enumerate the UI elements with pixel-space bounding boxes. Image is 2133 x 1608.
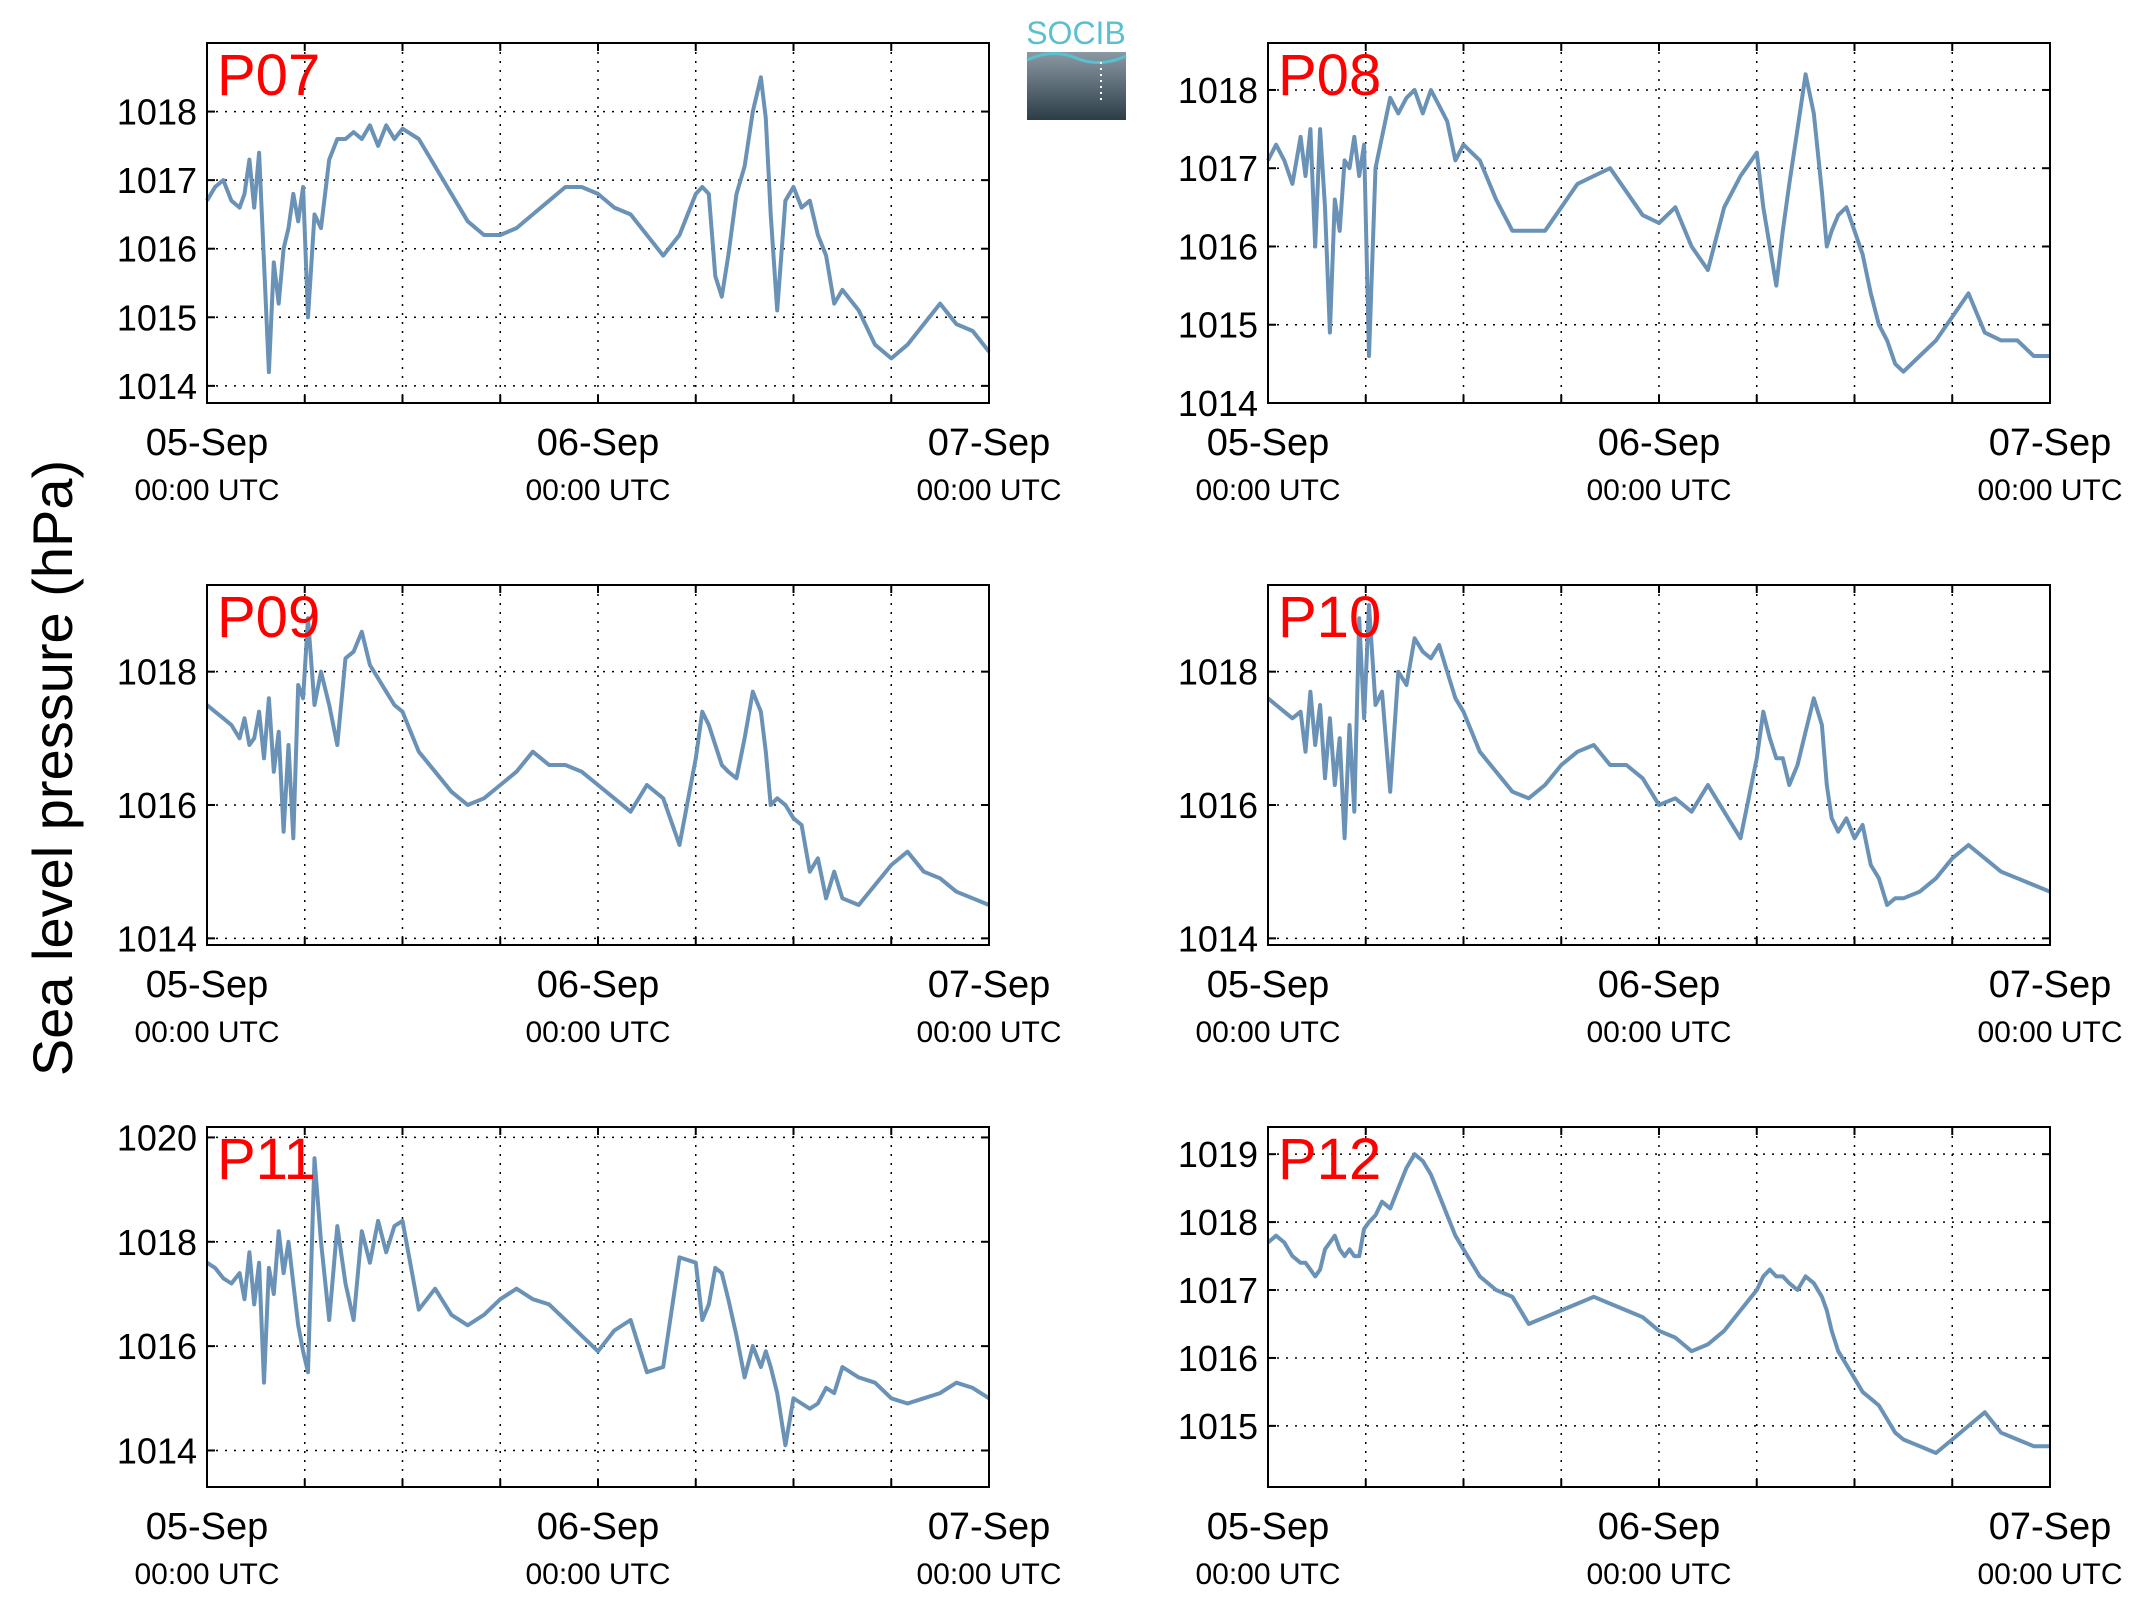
y-tick-label: 1014 — [117, 1430, 197, 1471]
x-tick-label-time: 00:00 UTC — [1195, 1558, 1340, 1591]
x-tick-label-time: 00:00 UTC — [1977, 474, 2122, 507]
axes-frame — [1267, 584, 2051, 946]
x-tick-label-date: 06-Sep — [1598, 964, 1721, 1006]
y-tick-label: 1015 — [1178, 305, 1258, 346]
series-line-p07 — [205, 75, 991, 375]
x-tick-label-date: 06-Sep — [1598, 1506, 1721, 1548]
x-tick-label-date: 07-Sep — [1989, 422, 2112, 464]
x-tick-label-date: 07-Sep — [1989, 964, 2112, 1006]
panel-p11: 1014 1016 1018 1020 05-Sep 00:00 UTC 06-Sep 00:… — [117, 1117, 1062, 1591]
y-tick-label: 1018 — [117, 652, 197, 693]
axes-frame — [1267, 1126, 2051, 1488]
series-line-p09 — [205, 616, 990, 907]
station-label: P11 — [217, 1127, 316, 1192]
x-tick-label-time: 00:00 UTC — [134, 1016, 279, 1049]
series-line-p08 — [1266, 72, 2050, 374]
x-tick-label-time: 00:00 UTC — [1586, 474, 1731, 507]
y-tick-label: 1015 — [117, 297, 197, 338]
x-tick-label-date: 05-Sep — [146, 1506, 269, 1548]
y-tick-label: 1017 — [117, 160, 197, 201]
x-tick-label-date: 07-Sep — [928, 1506, 1051, 1548]
panel-p12: 1015 1016 1017 1018 1019 05-Sep 00:00 UTC 06-Se… — [1178, 1126, 2123, 1591]
y-tick-label: 1018 — [117, 1222, 197, 1263]
axes-frame — [206, 42, 990, 404]
y-tick-label: 1014 — [1178, 383, 1258, 424]
station-label: P10 — [1278, 585, 1381, 650]
y-tick-label: 1018 — [1178, 652, 1258, 693]
x-tick-label-time: 00:00 UTC — [525, 474, 670, 507]
y-axis-label: Sea level pressure (hPa) — [21, 460, 84, 1076]
x-tick-label-time: 00:00 UTC — [134, 474, 279, 507]
y-tick-label: 1016 — [117, 1326, 197, 1367]
x-tick-label-time: 00:00 UTC — [916, 1558, 1061, 1591]
axes-frame — [1267, 42, 2051, 404]
x-tick-label-date: 07-Sep — [1989, 1506, 2112, 1548]
x-tick-label-date: 05-Sep — [1207, 964, 1330, 1006]
x-tick-label-date: 05-Sep — [1207, 422, 1330, 464]
series-line-p11 — [205, 1156, 991, 1448]
logo-text: SOCIB — [1026, 15, 1126, 51]
x-tick-label-date: 07-Sep — [928, 422, 1051, 464]
x-tick-label-date: 05-Sep — [146, 964, 269, 1006]
panels: 1014 1015 1016 1017 1018 05-Sep 00:00 UTC 06-Se… — [117, 42, 2123, 1591]
logo-wave — [1026, 52, 1127, 64]
station-label: P12 — [1278, 1127, 1381, 1192]
x-tick-label-date: 05-Sep — [146, 422, 269, 464]
station-label: P07 — [217, 43, 320, 108]
station-label: P09 — [217, 585, 320, 650]
x-tick-label-time: 00:00 UTC — [1195, 1016, 1340, 1049]
y-tick-label: 1014 — [1178, 918, 1258, 959]
panel-p09: 1014 1016 1018 05-Sep 00:00 UTC 06-Sep 00:00 U… — [117, 584, 1062, 1049]
x-tick-label-date: 06-Sep — [537, 964, 660, 1006]
y-tick-label: 1017 — [1178, 148, 1258, 189]
x-tick-label-time: 00:00 UTC — [1195, 474, 1340, 507]
y-tick-label: 1014 — [117, 366, 197, 407]
station-label: P08 — [1278, 43, 1381, 108]
x-tick-label-time: 00:00 UTC — [1977, 1558, 2122, 1591]
series-line-p12 — [1266, 1152, 2050, 1455]
x-tick-label-time: 00:00 UTC — [916, 1016, 1061, 1049]
y-tick-label: 1018 — [1178, 70, 1258, 111]
y-tick-label: 1014 — [117, 918, 197, 959]
x-tick-label-time: 00:00 UTC — [525, 1016, 670, 1049]
axes-frame — [206, 584, 990, 946]
x-tick-label-time: 00:00 UTC — [525, 1558, 670, 1591]
x-tick-label-date: 06-Sep — [537, 422, 660, 464]
y-tick-label: 1017 — [1178, 1270, 1258, 1311]
y-tick-label: 1016 — [1178, 1338, 1258, 1379]
x-tick-label-date: 05-Sep — [1207, 1506, 1330, 1548]
x-tick-label-time: 00:00 UTC — [1586, 1016, 1731, 1049]
y-tick-label: 1018 — [117, 92, 197, 133]
y-tick-label: 1016 — [1178, 226, 1258, 267]
x-tick-label-date: 07-Sep — [928, 964, 1051, 1006]
y-tick-label: 1019 — [1178, 1134, 1258, 1175]
x-tick-label-time: 00:00 UTC — [916, 474, 1061, 507]
socib-logo: SOCIB — [1026, 15, 1127, 120]
panel-p07: 1014 1015 1016 1017 1018 05-Sep 00:00 UTC 06-Se… — [117, 42, 1062, 507]
x-tick-label-date: 06-Sep — [1598, 422, 1721, 464]
x-tick-label-time: 00:00 UTC — [134, 1558, 279, 1591]
y-tick-label: 1020 — [117, 1117, 197, 1158]
y-tick-label: 1015 — [1178, 1406, 1258, 1447]
logo-box — [1027, 52, 1126, 120]
x-tick-label-date: 06-Sep — [537, 1506, 660, 1548]
axes-frame — [206, 1126, 990, 1488]
x-tick-label-time: 00:00 UTC — [1586, 1558, 1731, 1591]
y-tick-label: 1016 — [1178, 785, 1258, 826]
x-tick-label-time: 00:00 UTC — [1977, 1016, 2122, 1049]
y-tick-label: 1018 — [1178, 1202, 1258, 1243]
panel-p10: 1014 1016 1018 05-Sep 00:00 UTC 06-Sep 00:00 U… — [1178, 584, 2123, 1049]
y-tick-label: 1016 — [117, 785, 197, 826]
y-tick-label: 1016 — [117, 229, 197, 270]
panel-p08: 1014 1015 1016 1017 1018 05-Sep 00:00 UTC 06-Se… — [1178, 42, 2123, 507]
series-line-p10 — [1266, 603, 2051, 907]
